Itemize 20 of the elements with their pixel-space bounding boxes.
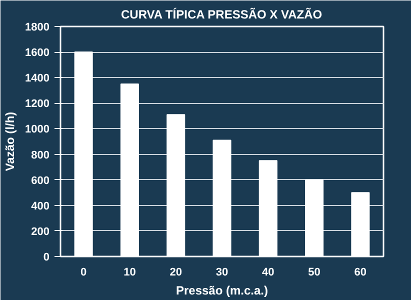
x-tick-label: 40 [262,266,274,278]
x-tick-label: 60 [354,266,367,278]
y-tick-label: 1200 [25,98,50,110]
y-tick-label: 1800 [25,22,50,34]
x-tick-label: 30 [216,266,228,278]
y-tick-label: 400 [31,200,50,212]
x-tick-label: 0 [80,266,87,278]
y-tick-label: 1600 [25,47,50,60]
chart-title: CURVA TÍPICA PRESSÃO X VAZÃO [120,8,322,22]
y-tick-label: 1000 [25,124,50,136]
x-axis-title: Pressão (m.c.a.) [176,284,268,298]
y-tick-label: 600 [31,174,50,187]
y-axis-title: Vazão (l/h) [3,112,18,172]
x-tick-label: 50 [308,266,320,278]
x-tick-label: 10 [124,266,136,278]
y-tick-label: 800 [31,149,50,162]
y-tick-label: 200 [31,226,50,238]
y-tick-label: 0 [43,252,50,264]
y-tick-label: 1400 [25,72,50,85]
x-tick-label: 20 [170,266,182,278]
